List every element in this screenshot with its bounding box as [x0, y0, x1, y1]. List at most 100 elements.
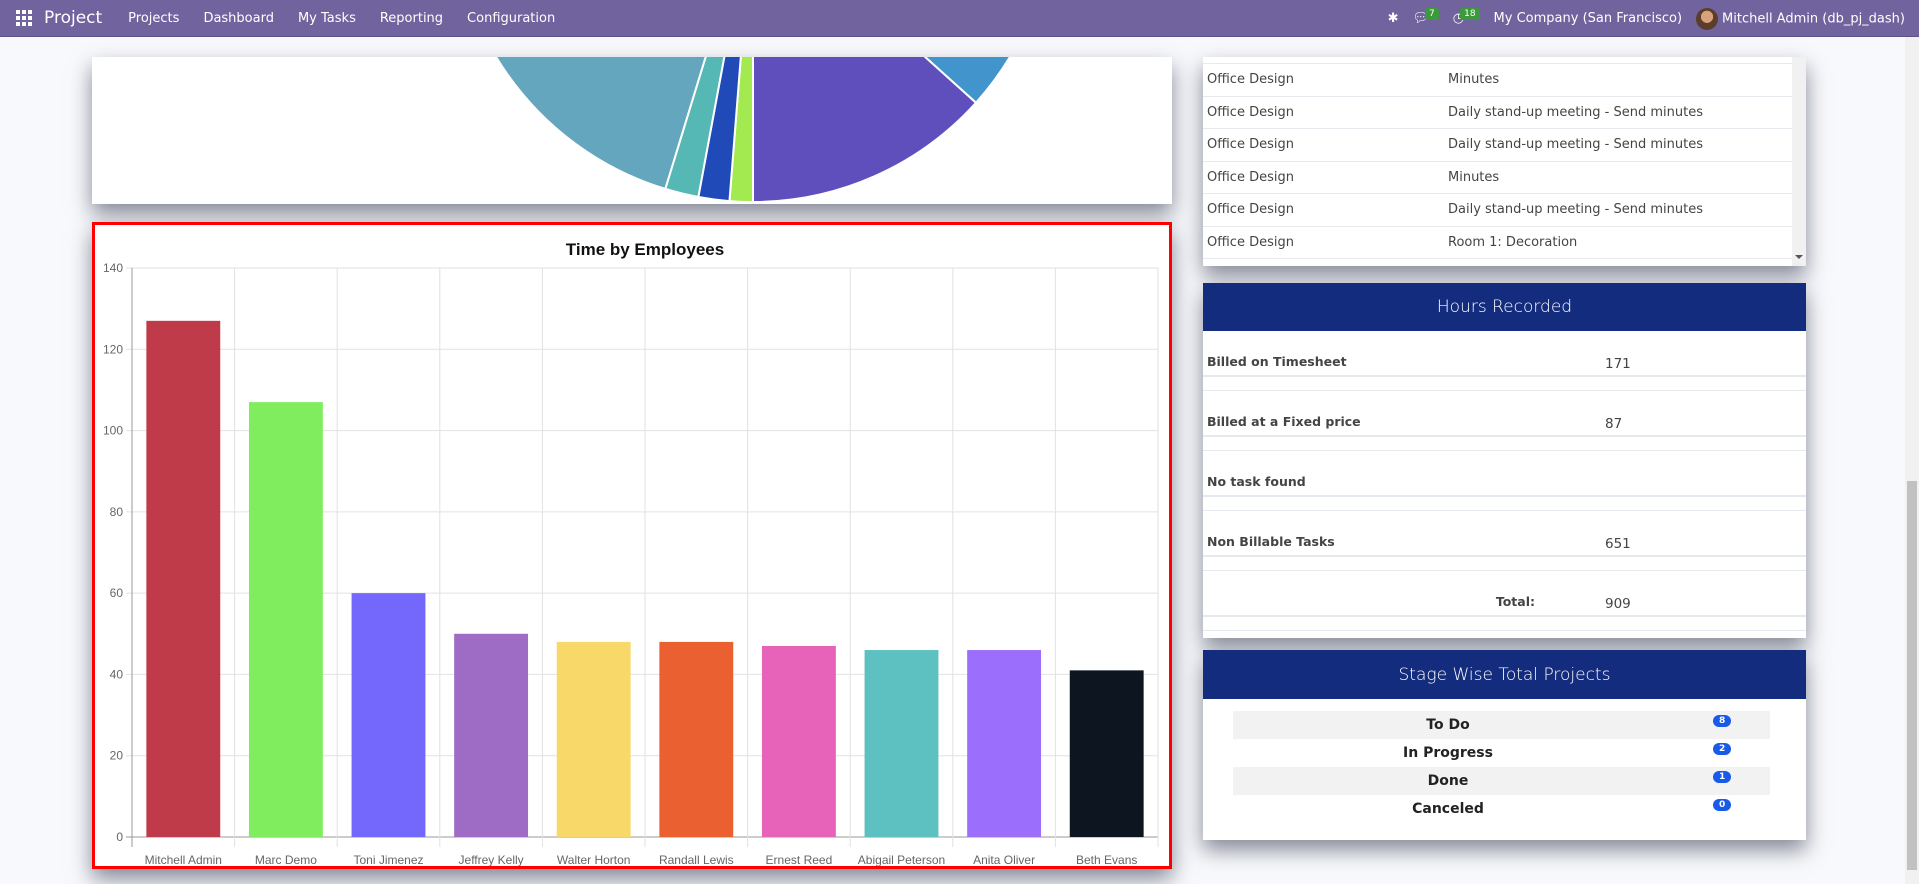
project-cell: Office Design [1207, 234, 1294, 250]
bar [1069, 670, 1144, 837]
pie-slice [752, 57, 978, 204]
menu-configuration[interactable]: Configuration [467, 10, 556, 26]
page-scrollbar[interactable] [1905, 37, 1919, 884]
bar-chart: Time by Employees 0 20 40 60 80 100 120 140 Mitch… [103, 240, 1159, 867]
bug-icon[interactable]: ✱ [1387, 11, 1399, 26]
app-name[interactable]: Project [44, 8, 103, 28]
table-row[interactable]: Office Design Daily stand-up meeting - Se… [1203, 97, 1792, 129]
chat-icon: 💬︎ [1412, 11, 1430, 26]
y-tick-label: 20 [110, 749, 124, 763]
stage-count-badge: 2 [1713, 743, 1732, 755]
pie-chart-card [92, 57, 1172, 204]
stage-row[interactable]: Done 1 [1233, 767, 1770, 795]
x-tick-label: Anita Oliver [973, 853, 1035, 866]
stage-label: In Progress [1403, 745, 1493, 761]
bar [761, 645, 836, 837]
scrollbar-thumb[interactable] [1907, 481, 1917, 870]
table-row[interactable]: Office Design Daily stand-up meeting - Se… [1203, 194, 1792, 227]
company-switcher[interactable]: My Company (San Francisco) [1493, 11, 1683, 26]
y-tick-label: 120 [103, 342, 123, 356]
stage-label: Done [1427, 773, 1469, 789]
pie-slice [923, 57, 1011, 105]
hours-value: 87 [1605, 416, 1623, 432]
clock-icon: ◷ [1452, 11, 1465, 26]
hours-row: No task found [1203, 451, 1806, 497]
total-label: Total: [1495, 594, 1535, 609]
table-row[interactable]: Office Design Room 1: Decoration [1203, 227, 1792, 259]
task-cell: Daily stand-up meeting - Send minutes [1448, 202, 1703, 218]
pie-slice [494, 57, 707, 191]
stage-row[interactable]: To Do 8 [1233, 711, 1770, 739]
x-tick-label: Ernest Reed [766, 853, 833, 866]
stage-wise-projects-card: Stage Wise Total Projects To Do 8 In Progr… [1203, 650, 1806, 840]
y-tick-label: 60 [110, 586, 124, 600]
stage-count-badge: 0 [1713, 799, 1732, 811]
x-tick-label: Randall Lewis [659, 853, 734, 866]
stage-label: To Do [1426, 717, 1470, 733]
y-tick-label: 140 [103, 261, 123, 275]
total-value: 909 [1605, 596, 1631, 612]
table-row[interactable]: Office Design Minutes [1203, 162, 1792, 194]
stage-count-badge: 1 [1713, 771, 1732, 783]
hours-value: 651 [1605, 536, 1631, 552]
menu-projects[interactable]: Projects [128, 10, 180, 26]
project-cell: Office Design [1207, 169, 1294, 185]
user-name: Mitchell Admin (db_pj_dash) [1722, 11, 1905, 26]
project-cell: Office Design [1207, 104, 1294, 120]
stage-count-badge: 8 [1713, 715, 1732, 727]
x-tick-label: Jeffrey Kelly [459, 853, 524, 866]
hours-row: Billed on Timesheet 171 [1203, 331, 1806, 377]
user-menu[interactable]: Mitchell Admin (db_pj_dash) [1696, 7, 1905, 30]
hours-row: Billed at a Fixed price 87 [1203, 391, 1806, 437]
activities-badge: 18 [1460, 8, 1480, 20]
bar [351, 593, 426, 837]
table-row[interactable]: Office Design Minutes [1203, 64, 1792, 97]
table-row[interactable]: Office Design Daily stand-up meeting - Se… [1203, 129, 1792, 162]
bar [659, 641, 734, 837]
menu-dashboard[interactable]: Dashboard [203, 10, 274, 26]
table-scrollbar[interactable] [1792, 57, 1806, 266]
bar [248, 402, 323, 837]
x-tick-label: Marc Demo [255, 853, 317, 866]
pie-chart [494, 57, 1011, 204]
apps-menu-icon[interactable] [16, 10, 32, 26]
hours-recorded-title: Hours Recorded [1203, 283, 1806, 331]
menu-my-tasks[interactable]: My Tasks [297, 10, 356, 26]
hours-row: Non Billable Tasks 651 [1203, 511, 1806, 557]
time-by-employees-chart: Time by Employees 0 20 40 60 80 100 120 140 Mitch… [92, 222, 1172, 869]
messages-badge: 7 [1425, 8, 1439, 20]
stage-row[interactable]: In Progress 2 [1233, 739, 1770, 767]
bar [454, 633, 529, 837]
bar [146, 320, 221, 838]
hours-recorded-card: Hours Recorded Billed on Timesheet 171 Bil… [1203, 283, 1806, 638]
x-tick-label: Beth Evans [1076, 853, 1137, 866]
stage-wise-title: Stage Wise Total Projects [1203, 650, 1806, 699]
task-cell: Daily stand-up meeting - Send minutes [1448, 104, 1703, 120]
task-cell: Minutes [1448, 169, 1500, 185]
y-tick-label: 0 [116, 830, 123, 844]
bar [864, 650, 939, 837]
x-tick-label: Toni Jimenez [353, 853, 423, 866]
project-cell: Office Design [1207, 137, 1294, 153]
task-cell: Room 1: Decoration [1448, 234, 1578, 250]
project-cell: Office Design [1207, 72, 1294, 88]
hours-label: No task found [1207, 474, 1306, 489]
menu-reporting[interactable]: Reporting [379, 10, 444, 26]
task-cell: Daily stand-up meeting - Send minutes [1448, 137, 1703, 153]
y-tick-label: 80 [110, 505, 124, 519]
y-tick-label: 40 [110, 667, 124, 681]
y-tick-label: 100 [103, 424, 123, 438]
bar [967, 650, 1042, 837]
x-tick-label: Abigail Peterson [858, 853, 945, 866]
chart-title: Time by Employees [566, 240, 724, 259]
project-cell: Office Design [1207, 202, 1294, 218]
stage-row[interactable]: Canceled 0 [1233, 795, 1770, 823]
hours-label: Billed on Timesheet [1207, 354, 1347, 369]
activities-button[interactable]: ◷18 [1452, 8, 1480, 26]
scroll-down-icon[interactable] [1795, 255, 1803, 263]
task-cell: Minutes [1448, 72, 1500, 88]
messages-button[interactable]: 💬︎7 [1412, 8, 1439, 26]
stage-label: Canceled [1412, 801, 1484, 817]
hours-label: Billed at a Fixed price [1207, 414, 1361, 429]
avatar [1696, 7, 1719, 30]
